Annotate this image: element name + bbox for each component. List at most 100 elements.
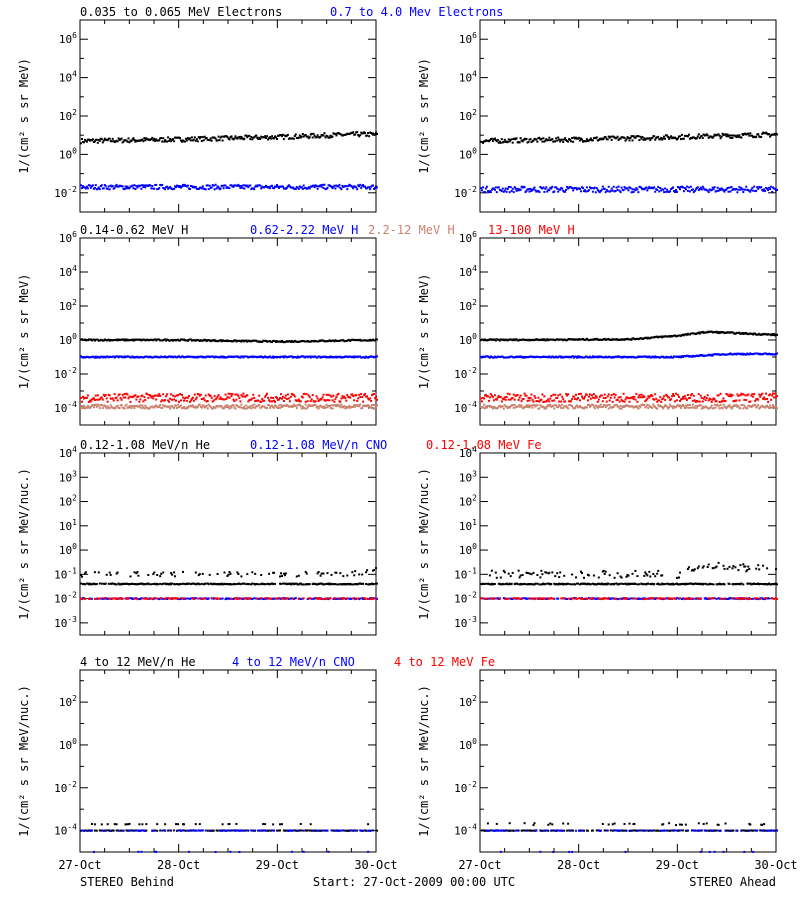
data-point — [306, 405, 309, 408]
data-point — [580, 392, 582, 395]
data-point — [639, 135, 642, 138]
data-point — [702, 582, 705, 585]
data-point — [329, 134, 332, 137]
data-point — [237, 183, 240, 186]
data-point — [567, 407, 570, 410]
data-point — [359, 134, 362, 137]
data-point — [254, 185, 257, 188]
data-point — [358, 405, 361, 408]
data-point — [743, 404, 746, 407]
data-point — [687, 406, 690, 409]
data-point — [723, 583, 726, 586]
data-point — [593, 407, 596, 410]
data-point — [657, 135, 660, 138]
data-point — [360, 186, 363, 189]
data-point — [230, 395, 233, 397]
data-point — [631, 396, 634, 399]
data-point — [291, 186, 294, 189]
data-point — [100, 403, 103, 406]
data-point — [376, 133, 378, 136]
data-point — [739, 394, 742, 397]
data-point — [682, 190, 685, 193]
data-point — [661, 574, 664, 577]
data-point — [644, 571, 647, 574]
data-point — [636, 583, 639, 586]
y-axis-label: 1/(cm² s sr MeV) — [17, 274, 31, 390]
data-point — [153, 406, 156, 409]
data-point — [148, 407, 151, 410]
data-point — [493, 583, 496, 585]
data-point — [674, 400, 676, 403]
data-point — [696, 186, 699, 189]
data-point — [123, 339, 126, 342]
data-point — [131, 138, 134, 141]
data-point — [268, 404, 271, 407]
data-point — [239, 137, 242, 140]
data-point — [677, 393, 679, 396]
data-point — [186, 406, 189, 409]
data-point — [368, 186, 371, 189]
data-point — [335, 571, 338, 574]
data-point — [116, 597, 119, 600]
data-point — [266, 135, 269, 138]
data-point — [196, 140, 199, 143]
y-tick-label: 104 — [59, 264, 77, 279]
data-point — [678, 186, 680, 189]
data-point — [511, 404, 514, 407]
data-point — [515, 189, 518, 192]
data-point — [771, 190, 774, 193]
data-point — [749, 132, 752, 135]
data-point — [232, 398, 235, 401]
data-point — [109, 597, 112, 600]
data-point — [527, 396, 530, 399]
data-point — [200, 582, 203, 585]
data-point — [711, 186, 714, 189]
data-point — [551, 399, 554, 402]
legend-entry: 13-100 MeV H — [488, 223, 575, 237]
data-point — [679, 404, 681, 407]
data-point — [699, 404, 702, 407]
data-point — [328, 399, 331, 402]
data-point — [218, 397, 221, 400]
data-point — [210, 597, 213, 600]
data-point — [297, 136, 300, 139]
data-point — [366, 134, 369, 137]
y-tick-label: 10-1 — [454, 566, 477, 581]
data-point — [723, 190, 726, 193]
data-point — [192, 138, 195, 141]
data-point — [508, 140, 511, 143]
y-tick-label: 104 — [459, 445, 477, 460]
data-point — [218, 597, 221, 600]
data-point — [180, 139, 182, 142]
data-point — [132, 187, 135, 190]
data-point — [543, 190, 546, 193]
data-point — [719, 392, 722, 395]
data-point — [643, 403, 646, 406]
data-point — [190, 405, 193, 408]
data-point — [132, 405, 135, 408]
data-point — [300, 186, 303, 189]
data-point — [701, 137, 704, 140]
data-point — [571, 187, 574, 189]
data-point — [102, 139, 105, 142]
data-point — [160, 400, 163, 403]
data-point — [170, 140, 173, 143]
data-point — [522, 139, 525, 142]
data-point — [590, 356, 593, 359]
data-point — [524, 583, 527, 586]
data-point — [251, 598, 254, 600]
data-point — [179, 393, 181, 396]
data-point — [155, 138, 158, 141]
data-point — [141, 184, 144, 187]
data-point — [324, 136, 327, 139]
data-point — [97, 404, 100, 407]
data-point — [707, 563, 710, 566]
data-point — [106, 400, 109, 403]
data-point — [157, 583, 160, 586]
data-point — [213, 395, 216, 398]
data-point — [251, 404, 254, 407]
data-point — [536, 400, 539, 402]
data-point — [638, 404, 641, 407]
data-point — [246, 394, 249, 397]
data-point — [634, 398, 637, 401]
